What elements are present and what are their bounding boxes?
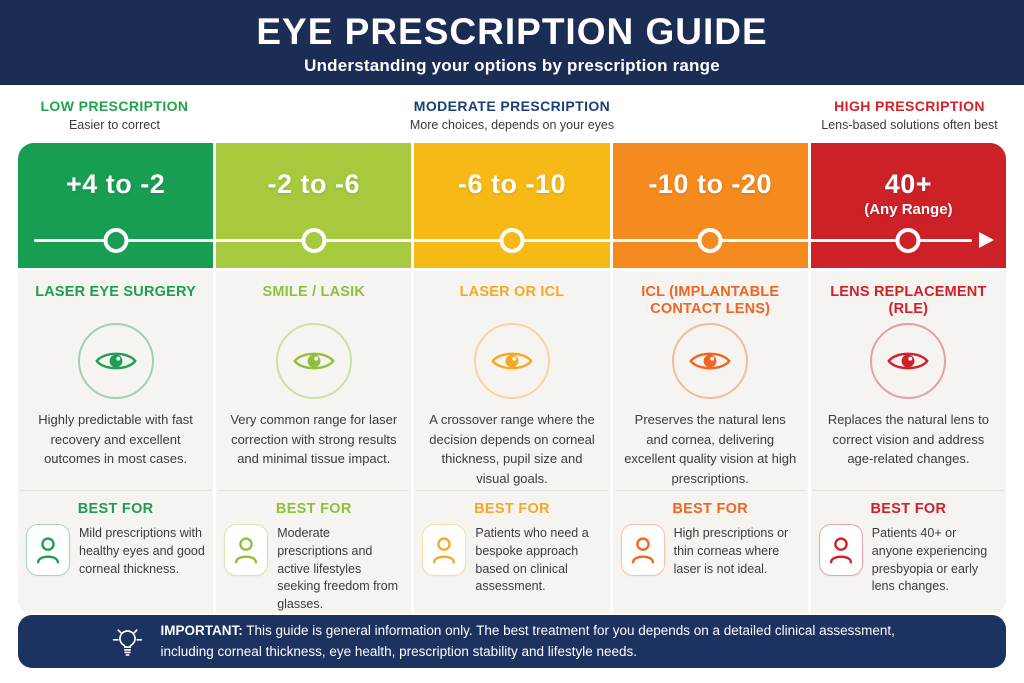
best-for-heading: BEST FOR xyxy=(77,501,154,517)
treatment-column-laser-or-icl: LASER OR ICL A crossover range where the… xyxy=(414,271,610,614)
best-for-row: Patients 40+ or anyone experiencing pres… xyxy=(811,517,1006,596)
tier-high-label: HIGH PRESCRIPTION xyxy=(834,98,985,114)
timeline-arrow-icon xyxy=(979,232,994,248)
range-label: +4 to -2 xyxy=(65,169,166,199)
best-for-heading: BEST FOR xyxy=(474,501,550,517)
person-icon xyxy=(224,524,269,576)
best-for-text: Mild prescriptions with healthy eyes and… xyxy=(79,526,205,576)
divider xyxy=(416,490,608,491)
person-icon xyxy=(818,524,863,576)
best-for-text: Patients 40+ or anyone experiencing pres… xyxy=(871,526,988,594)
treatment-description: Very common range for laser correction w… xyxy=(230,412,398,466)
treatment-column-laser-eye-surgery: LASER EYE SURGERY Highly predictable wit… xyxy=(18,271,214,614)
best-for-text: Moderate prescriptions and active lifest… xyxy=(277,526,399,611)
treatment-description: Highly predictable with fast recovery an… xyxy=(38,412,193,466)
range-label: -6 to -10 xyxy=(457,169,566,199)
person-icon xyxy=(26,524,70,576)
header-banner: EYE PRESCRIPTION GUIDE Understanding you… xyxy=(0,0,1024,85)
treatment-column-rle: LENS REPLACEMENT (RLE) Replaces the natu… xyxy=(810,271,1006,614)
tier-low-sublabel: Easier to correct xyxy=(68,118,160,132)
treatment-columns: LASER EYE SURGERY Highly predictable wit… xyxy=(18,271,1006,614)
best-for-heading: BEST FOR xyxy=(275,501,352,517)
eye-icon xyxy=(77,323,154,399)
eye-icon xyxy=(275,323,352,399)
page-title: EYE PRESCRIPTION GUIDE xyxy=(256,11,768,52)
best-for-row: Mild prescriptions with healthy eyes and… xyxy=(18,517,213,578)
range-label: -2 to -6 xyxy=(267,169,361,199)
range-band-cell: +4 to -2 xyxy=(18,143,214,268)
treatment-description: Preserves the natural lens and cornea, d… xyxy=(624,412,797,486)
range-band-cell: 40+ (Any Range) xyxy=(810,143,1006,268)
tier-moderate-label: MODERATE PRESCRIPTION xyxy=(413,98,611,114)
best-for-text: High prescriptions or thin corneas where… xyxy=(673,526,789,576)
treatment-description: Replaces the natural lens to correct vis… xyxy=(827,412,989,466)
best-for-heading: BEST FOR xyxy=(672,501,749,517)
divider xyxy=(614,490,806,491)
important-note-text: IMPORTANT: This guide is general informa… xyxy=(161,621,916,662)
treatment-title: SMILE / LASIK xyxy=(262,284,366,300)
tier-low: LOW PRESCRIPTION Easier to correct xyxy=(18,85,211,143)
best-for-row: High prescriptions or thin corneas where… xyxy=(613,517,808,578)
treatment-column-smile-lasik: SMILE / LASIK Very common range for lase… xyxy=(216,271,412,614)
treatment-title: LASER EYE SURGERY xyxy=(35,284,196,300)
important-body: This guide is general information only. … xyxy=(160,623,895,659)
timeline-node xyxy=(103,228,129,253)
tier-low-label: LOW PRESCRIPTION xyxy=(40,98,189,114)
divider xyxy=(218,490,410,491)
timeline-node xyxy=(895,228,921,253)
range-band-cell: -2 to -6 xyxy=(216,143,412,268)
eye-icon xyxy=(672,323,749,399)
person-icon xyxy=(620,524,665,576)
page-subtitle: Understanding your options by prescripti… xyxy=(304,56,720,75)
range-label: -10 to -20 xyxy=(648,169,772,199)
range-note: (Any Range) xyxy=(864,201,953,218)
range-label: 40+ xyxy=(884,169,933,199)
treatment-description: A crossover range where the decision dep… xyxy=(429,412,595,486)
treatment-title: ICL (IMPLANTABLE CONTACT LENS) xyxy=(641,284,780,318)
eye-icon xyxy=(473,323,550,399)
tier-high-sublabel: Lens-based solutions often best xyxy=(821,118,998,132)
eye-icon xyxy=(870,323,947,399)
tier-label-row: LOW PRESCRIPTION Easier to correct MODER… xyxy=(18,85,1006,143)
timeline-node xyxy=(301,228,327,253)
best-for-text: Patients who need a bespoke approach bas… xyxy=(475,526,589,594)
treatment-column-icl: ICL (IMPLANTABLE CONTACT LENS) Preserves… xyxy=(612,271,808,614)
timeline-node xyxy=(697,228,723,253)
range-band-cell: -6 to -10 xyxy=(414,143,610,268)
best-for-row: Moderate prescriptions and active lifest… xyxy=(216,517,411,614)
best-for-heading: BEST FOR xyxy=(870,501,947,517)
tier-high: HIGH PRESCRIPTION Lens-based solutions o… xyxy=(813,85,1006,143)
divider xyxy=(20,490,212,491)
timeline-node xyxy=(499,228,525,253)
tier-moderate: MODERATE PRESCRIPTION More choices, depe… xyxy=(410,85,614,143)
prescription-range-band: +4 to -2 -2 to -6 -6 to -10 -10 to -20 4… xyxy=(18,143,1006,268)
range-band-cell: -10 to -20 xyxy=(612,143,808,268)
best-for-row: Patients who need a bespoke approach bas… xyxy=(414,517,609,596)
important-note-banner: IMPORTANT: This guide is general informa… xyxy=(18,615,1006,668)
treatment-title: LENS REPLACEMENT (RLE) xyxy=(830,284,987,318)
important-label: IMPORTANT: xyxy=(160,623,243,639)
divider xyxy=(812,490,1004,491)
tier-moderate-sublabel: More choices, depends on your eyes xyxy=(409,118,615,132)
lightbulb-icon xyxy=(109,623,146,660)
person-icon xyxy=(422,524,467,576)
treatment-title: LASER OR ICL xyxy=(459,284,565,300)
